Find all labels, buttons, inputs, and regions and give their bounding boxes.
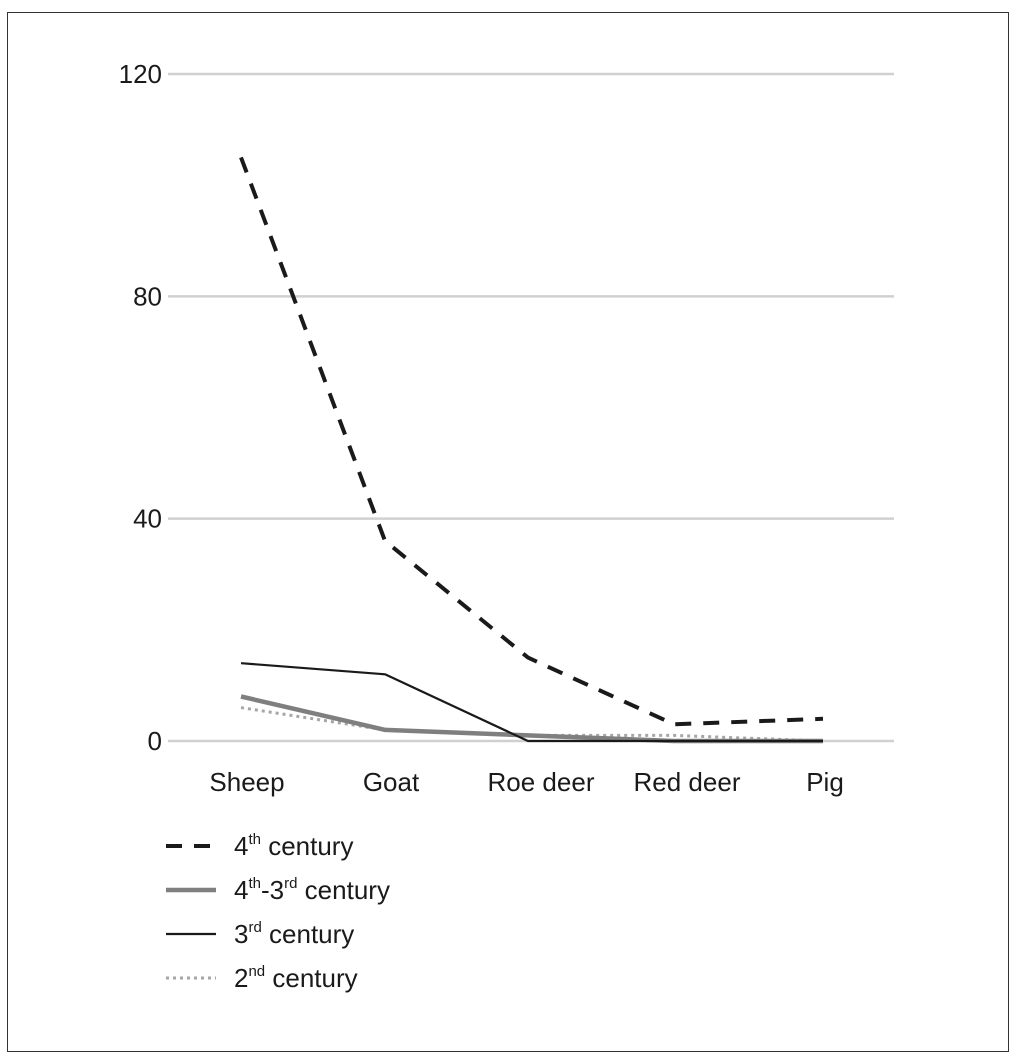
gridlines [168,74,894,741]
series-lines [241,157,823,741]
legend-text-part: th [248,831,261,848]
y-tick-label: 80 [133,281,162,311]
legend-entry-label: 4th-3rd century [234,875,390,905]
legend-text-part: century [261,831,354,861]
y-tick-label: 120 [119,59,162,89]
y-axis-ticks: 0 40 80 120 [119,59,162,756]
legend-text-part: rd [284,875,297,892]
series-line-2 [241,663,823,741]
x-category-label: Pig [806,767,844,797]
legend-text-part: 2 [234,963,248,993]
legend-text-part: 4 [234,875,248,905]
legend-text-part: century [262,919,355,949]
x-axis-categories: Sheep Goat Roe deer Red deer Pig [209,767,843,797]
legend-entry-label: 4th century [234,831,353,861]
y-tick-label: 40 [133,504,162,534]
legend-text-part: century [297,875,390,905]
series-line-0 [241,157,823,724]
legend-entry-label: 3rd century [234,919,354,949]
x-category-label: Red deer [634,767,741,797]
y-tick-label: 0 [148,726,162,756]
legend-text-part: nd [248,963,265,980]
x-category-label: Goat [363,767,420,797]
legend-text-part: century [265,963,358,993]
legend-text-part: -3 [261,875,284,905]
legend-text-part: 4 [234,831,248,861]
legend-text-part: rd [248,919,261,936]
x-category-label: Roe deer [488,767,595,797]
legend-text-part: 3 [234,919,248,949]
legend-entry-label: 2nd century [234,963,358,993]
series-line-1 [241,697,823,742]
x-category-label: Sheep [209,767,284,797]
legend-text-part: th [248,875,261,892]
